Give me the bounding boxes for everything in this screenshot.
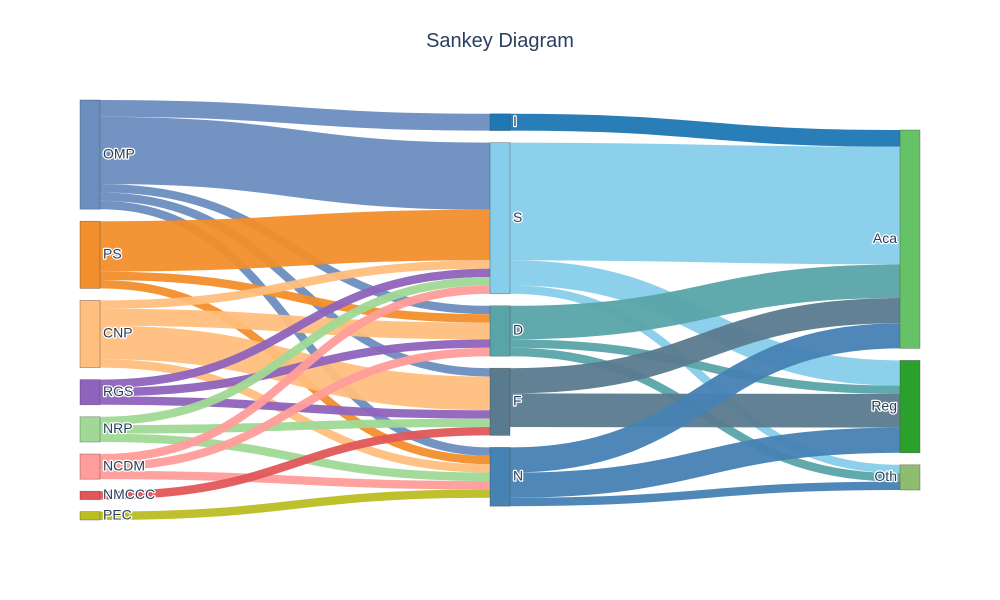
node-oth xyxy=(899,464,921,491)
link-cnp-n xyxy=(99,359,491,473)
links-layer xyxy=(99,100,901,520)
link-i-aca xyxy=(509,113,901,147)
link-ncdm-d xyxy=(99,347,491,471)
node-label-cnp: CNP xyxy=(103,325,133,341)
node-cnp xyxy=(79,300,101,368)
node-omp xyxy=(79,99,101,210)
node-f xyxy=(489,367,511,436)
node-label-f: F xyxy=(513,393,522,409)
node-pec xyxy=(79,511,101,521)
nodes-layer xyxy=(79,99,921,521)
node-i xyxy=(489,113,511,131)
node-aca xyxy=(899,129,921,349)
node-label-omp: OMP xyxy=(103,145,135,161)
labels-layer: OMP PS CNP RGS NRP NCDM NMCCC PEC I S D F N Aca Reg Oth xyxy=(102,112,899,524)
node-label-reg: Reg xyxy=(871,397,897,413)
link-n-reg xyxy=(509,427,901,498)
node-label-nrp: NRP xyxy=(103,420,133,436)
link-d-reg xyxy=(509,339,901,394)
node-label-ncdm: NCDM xyxy=(103,457,145,473)
node-label-d: D xyxy=(513,322,523,338)
node-reg xyxy=(899,360,921,454)
link-ncdm-n xyxy=(99,470,491,490)
node-s xyxy=(489,142,511,295)
link-s-reg xyxy=(509,260,901,386)
link-nmccc-f xyxy=(99,427,491,500)
link-nrp-n xyxy=(99,433,491,481)
link-ps-s xyxy=(99,209,491,272)
node-label-rgs: RGS xyxy=(103,383,133,399)
node-n xyxy=(489,447,511,507)
node-nmccc xyxy=(79,490,101,500)
node-rgs xyxy=(79,379,101,406)
node-label-nmccc: NMCCC xyxy=(103,486,155,502)
link-n-aca xyxy=(509,323,901,473)
link-rgs-s xyxy=(99,268,491,388)
link-ps-d xyxy=(99,271,491,323)
link-ncdm-s xyxy=(99,285,491,463)
node-ncdm xyxy=(79,453,101,480)
node-label-pec: PEC xyxy=(103,507,132,523)
node-d xyxy=(489,305,511,357)
node-label-aca: Aca xyxy=(873,230,897,246)
link-s-oth xyxy=(509,285,901,474)
link-rgs-d xyxy=(99,339,491,397)
node-label-i: I xyxy=(513,113,517,129)
link-d-aca xyxy=(509,264,901,340)
link-s-aca xyxy=(509,142,901,265)
link-f-aca xyxy=(509,298,901,394)
link-nrp-s xyxy=(99,277,491,426)
link-pec-n xyxy=(99,489,491,520)
node-label-s: S xyxy=(513,209,522,225)
node-nrp xyxy=(79,416,101,443)
chart-title: Sankey Diagram xyxy=(426,30,574,52)
node-label-ps: PS xyxy=(103,246,122,262)
node-ps xyxy=(79,220,101,289)
link-omp-i xyxy=(99,100,491,131)
node-label-n: N xyxy=(513,468,523,484)
link-cnp-s xyxy=(99,260,491,309)
node-label-oth: Oth xyxy=(874,468,897,484)
link-n-oth xyxy=(509,481,901,507)
link-nrp-f xyxy=(99,418,491,434)
link-omp-s xyxy=(99,116,491,210)
